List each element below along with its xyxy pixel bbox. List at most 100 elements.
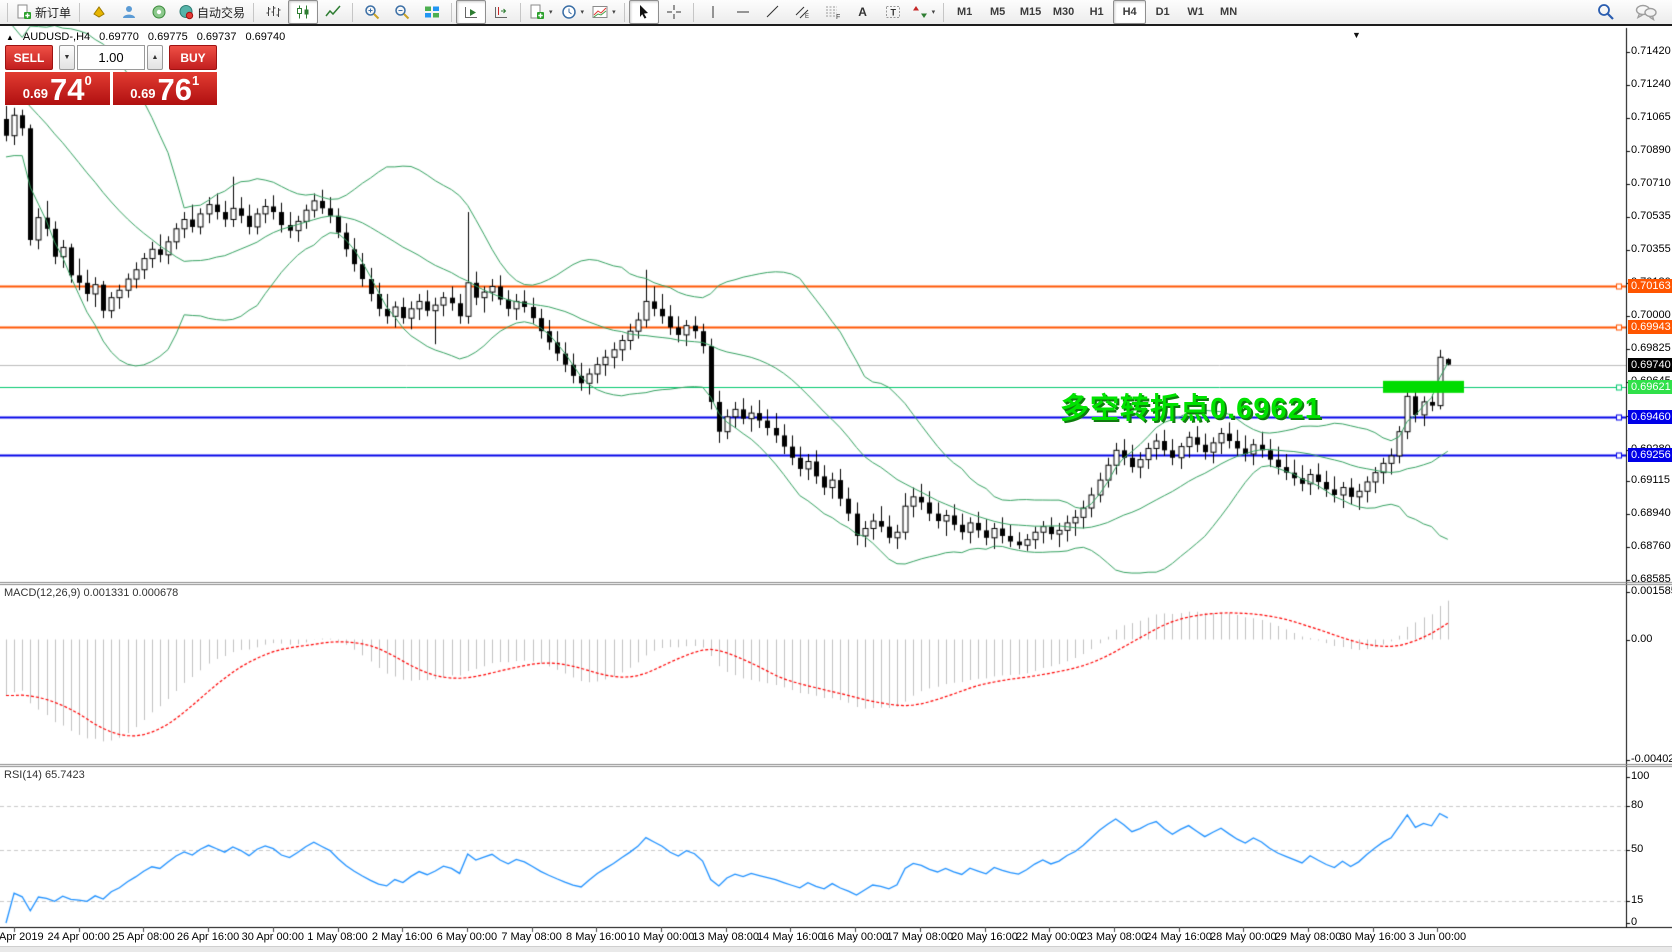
periods-icon <box>561 4 577 20</box>
signals-button[interactable] <box>144 0 174 24</box>
time-axis-label: 6 May 00:00 <box>436 931 498 943</box>
buy-price[interactable]: 0.69 76 1 <box>112 72 217 105</box>
timeframe-w1-button[interactable]: W1 <box>1179 0 1212 24</box>
chat-icon[interactable] <box>1631 0 1661 24</box>
new-chart-button[interactable] <box>84 0 114 24</box>
timeframe-m5-button[interactable]: M5 <box>981 0 1014 24</box>
fibonacci-button[interactable]: F <box>818 0 848 24</box>
new-order-icon <box>16 4 32 20</box>
text-label-button[interactable]: T <box>878 0 908 24</box>
tile-windows-icon <box>424 4 440 20</box>
price-tick-label: 0.70000 <box>1631 309 1671 322</box>
status-strip <box>0 946 1672 952</box>
sell-price[interactable]: 0.69 74 0 <box>5 72 110 105</box>
price-tick-label: 0.70355 <box>1631 243 1671 256</box>
timeframe-d1-button[interactable]: D1 <box>1146 0 1179 24</box>
auto-scroll-button[interactable] <box>456 0 487 24</box>
rsi-tick-label: 100 <box>1631 770 1650 782</box>
trendline-button[interactable] <box>758 0 788 24</box>
time-axis-label: 25 Apr 08:00 <box>112 931 175 943</box>
new-chart-icon <box>91 4 107 20</box>
macd-tick-label: 0.00 <box>1631 632 1653 645</box>
buy-button[interactable]: BUY <box>169 45 217 70</box>
timeframe-m1-button[interactable]: M1 <box>948 0 981 24</box>
svg-text:E: E <box>805 14 809 20</box>
cursor-icon <box>636 4 652 20</box>
button-label: D1 <box>1155 6 1170 18</box>
time-axis-label: 20 May 16:00 <box>951 931 1018 943</box>
volume-increase-button[interactable]: ▲ <box>147 45 163 70</box>
price-axis[interactable]: 0.71420 0.71240 0.71065 0.70890 0.70710 0.705… <box>1628 0 1672 951</box>
time-axis-label: 8 May 16:00 <box>566 931 627 943</box>
tile-windows-button[interactable] <box>417 0 447 24</box>
zoom-in-icon <box>364 4 380 20</box>
toolbar-separator <box>352 2 354 22</box>
scroll-to-end-icon[interactable]: ▼ <box>1352 30 1361 40</box>
timeframe-m15-button[interactable]: M15 <box>1014 0 1047 24</box>
price-tick-label: 0.69825 <box>1631 341 1671 354</box>
crosshair-button[interactable] <box>659 0 689 24</box>
button-label: H1 <box>1089 6 1104 18</box>
time-axis-label: 26 Apr 16:00 <box>176 931 240 943</box>
horizontal-line-button[interactable] <box>728 0 758 24</box>
cursor-button[interactable] <box>628 0 659 24</box>
text-icon: A <box>858 5 867 19</box>
sell-price-big: 74 <box>50 71 85 107</box>
rsi-label: RSI(14) <box>4 769 42 781</box>
timeframe-h1-button[interactable]: H1 <box>1080 0 1113 24</box>
one-click-trading-panel: SELL ▼ ▲ BUY 0.69 74 0 0.69 76 1 <box>5 45 217 105</box>
chevron-down-icon: ▾ <box>612 9 616 16</box>
volume-input[interactable] <box>77 45 145 70</box>
arrows-icon <box>912 4 928 20</box>
price-tick-label: 0.68760 <box>1631 540 1671 553</box>
price-tick-label: 0.70710 <box>1631 177 1671 190</box>
line-chart-button[interactable] <box>318 0 348 24</box>
equidistant-channel-button[interactable]: E <box>788 0 818 24</box>
arrows-button[interactable]: ▾ <box>908 0 940 24</box>
templates-button[interactable]: ▾ <box>588 0 620 24</box>
text-button[interactable]: A <box>848 0 878 24</box>
time-axis-label: 29 May 08:00 <box>1274 931 1342 943</box>
templates-icon <box>592 4 608 20</box>
zoom-out-icon <box>394 4 410 20</box>
time-axis-label: 30 Apr 00:00 <box>241 931 304 943</box>
bar-chart-button[interactable] <box>258 0 288 24</box>
svg-text:F: F <box>836 14 840 20</box>
autotrading-button[interactable]: 自动交易 <box>174 0 249 24</box>
timeframe-mn-button[interactable]: MN <box>1212 0 1245 24</box>
chart-shift-button[interactable] <box>486 0 516 24</box>
trade-panel-controls: SELL ▼ ▲ BUY <box>5 45 217 70</box>
collapse-icon[interactable]: ▲ <box>6 32 14 42</box>
signals-icon <box>151 4 167 20</box>
candlestick-chart-button[interactable] <box>288 0 319 24</box>
search-icon[interactable] <box>1591 0 1621 24</box>
new-order-button[interactable]: 新订单 <box>12 0 75 24</box>
buy-price-prefix: 0.69 <box>130 85 156 101</box>
zoom-out-button[interactable] <box>387 0 417 24</box>
toolbar-separator <box>253 2 255 22</box>
vertical-line-button[interactable] <box>698 0 728 24</box>
ohlc-close: 0.69740 <box>245 31 286 43</box>
zoom-in-button[interactable] <box>357 0 387 24</box>
trendline-icon <box>765 4 781 20</box>
toolbar-separator <box>520 2 522 22</box>
periods-button[interactable]: ▾ <box>557 0 589 24</box>
time-axis-label: 28 May 00:00 <box>1209 931 1277 943</box>
autotrading-icon <box>178 4 194 20</box>
candlestick-chart-icon <box>295 4 311 20</box>
indicators-button[interactable]: ▾ <box>525 0 557 24</box>
price-tick-label: 0.71240 <box>1631 78 1671 91</box>
profiles-button[interactable] <box>114 0 144 24</box>
button-label: 自动交易 <box>197 5 246 20</box>
timeframe-h4-button[interactable]: H4 <box>1113 0 1147 24</box>
fibonacci-icon: F <box>825 4 841 20</box>
volume-decrease-button[interactable]: ▼ <box>59 45 75 70</box>
timeframe-m30-button[interactable]: M30 <box>1047 0 1080 24</box>
macd-tick-label: 0.001585 <box>1631 585 1672 597</box>
rsi-tick-label: 50 <box>1631 843 1644 855</box>
button-label: 新订单 <box>35 5 72 20</box>
sell-button[interactable]: SELL <box>5 45 53 70</box>
rsi-tick-label: 15 <box>1631 894 1644 907</box>
